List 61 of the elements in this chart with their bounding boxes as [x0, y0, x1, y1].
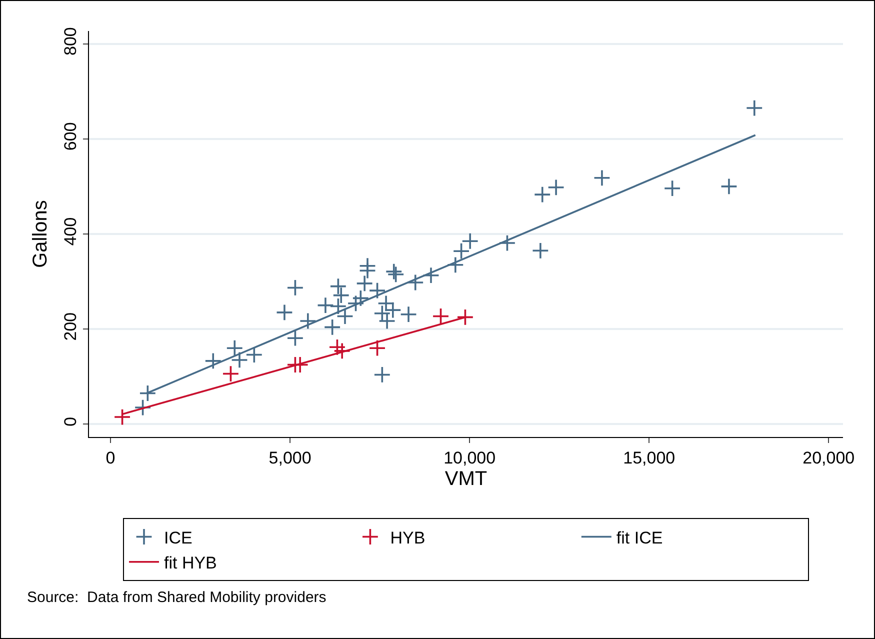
point [204, 352, 222, 370]
point [400, 306, 418, 323]
point [299, 312, 317, 330]
point [432, 308, 450, 325]
point [356, 274, 374, 292]
point [547, 178, 565, 196]
point [222, 365, 240, 382]
point [534, 186, 551, 204]
point [664, 180, 681, 197]
x-tick-label: 15,000 [623, 448, 676, 468]
y-tick-label: 400 [61, 217, 80, 246]
point [387, 266, 404, 284]
point [286, 279, 304, 296]
point [330, 278, 347, 295]
y-tick-label: 600 [61, 122, 80, 151]
source-note: Source: Data from Shared Mobility providers [27, 589, 326, 606]
legend-label: fit HYB [164, 553, 217, 572]
point [498, 234, 516, 252]
y-axis-title: Gallons [30, 200, 52, 268]
x-axis-title: VMT [444, 468, 488, 490]
y-tick-label: 0 [61, 416, 80, 426]
point [452, 242, 470, 260]
point [358, 257, 376, 274]
point [532, 242, 550, 260]
point [286, 330, 304, 347]
point [226, 340, 244, 357]
point [352, 290, 370, 307]
point [368, 340, 386, 357]
point [461, 232, 479, 250]
point [333, 342, 351, 360]
point [368, 282, 386, 300]
point [316, 296, 334, 314]
y-tick-label: 800 [61, 27, 80, 56]
point [347, 294, 364, 312]
point [406, 274, 424, 292]
point [456, 308, 474, 326]
point [291, 356, 309, 374]
point [139, 384, 156, 402]
point [446, 256, 464, 274]
legend-label: fit ICE [616, 528, 663, 548]
legend-label: HYB [390, 528, 426, 548]
point [134, 398, 152, 416]
point [328, 338, 346, 356]
point [114, 408, 131, 426]
point [246, 346, 263, 364]
y-tick-label: 200 [61, 312, 80, 341]
point [593, 169, 611, 186]
point [324, 318, 341, 336]
legend-label: ICE [164, 528, 192, 548]
point [422, 266, 440, 284]
point [276, 304, 294, 322]
x-tick-label: 5,000 [268, 448, 312, 468]
point [230, 351, 248, 369]
x-tick-label: 0 [106, 448, 116, 468]
point [332, 286, 350, 304]
point [385, 262, 402, 280]
point [374, 366, 391, 384]
x-tick-label: 10,000 [444, 448, 496, 468]
x-tick-label: 20,000 [802, 448, 855, 468]
point [746, 99, 763, 117]
point [720, 178, 738, 196]
